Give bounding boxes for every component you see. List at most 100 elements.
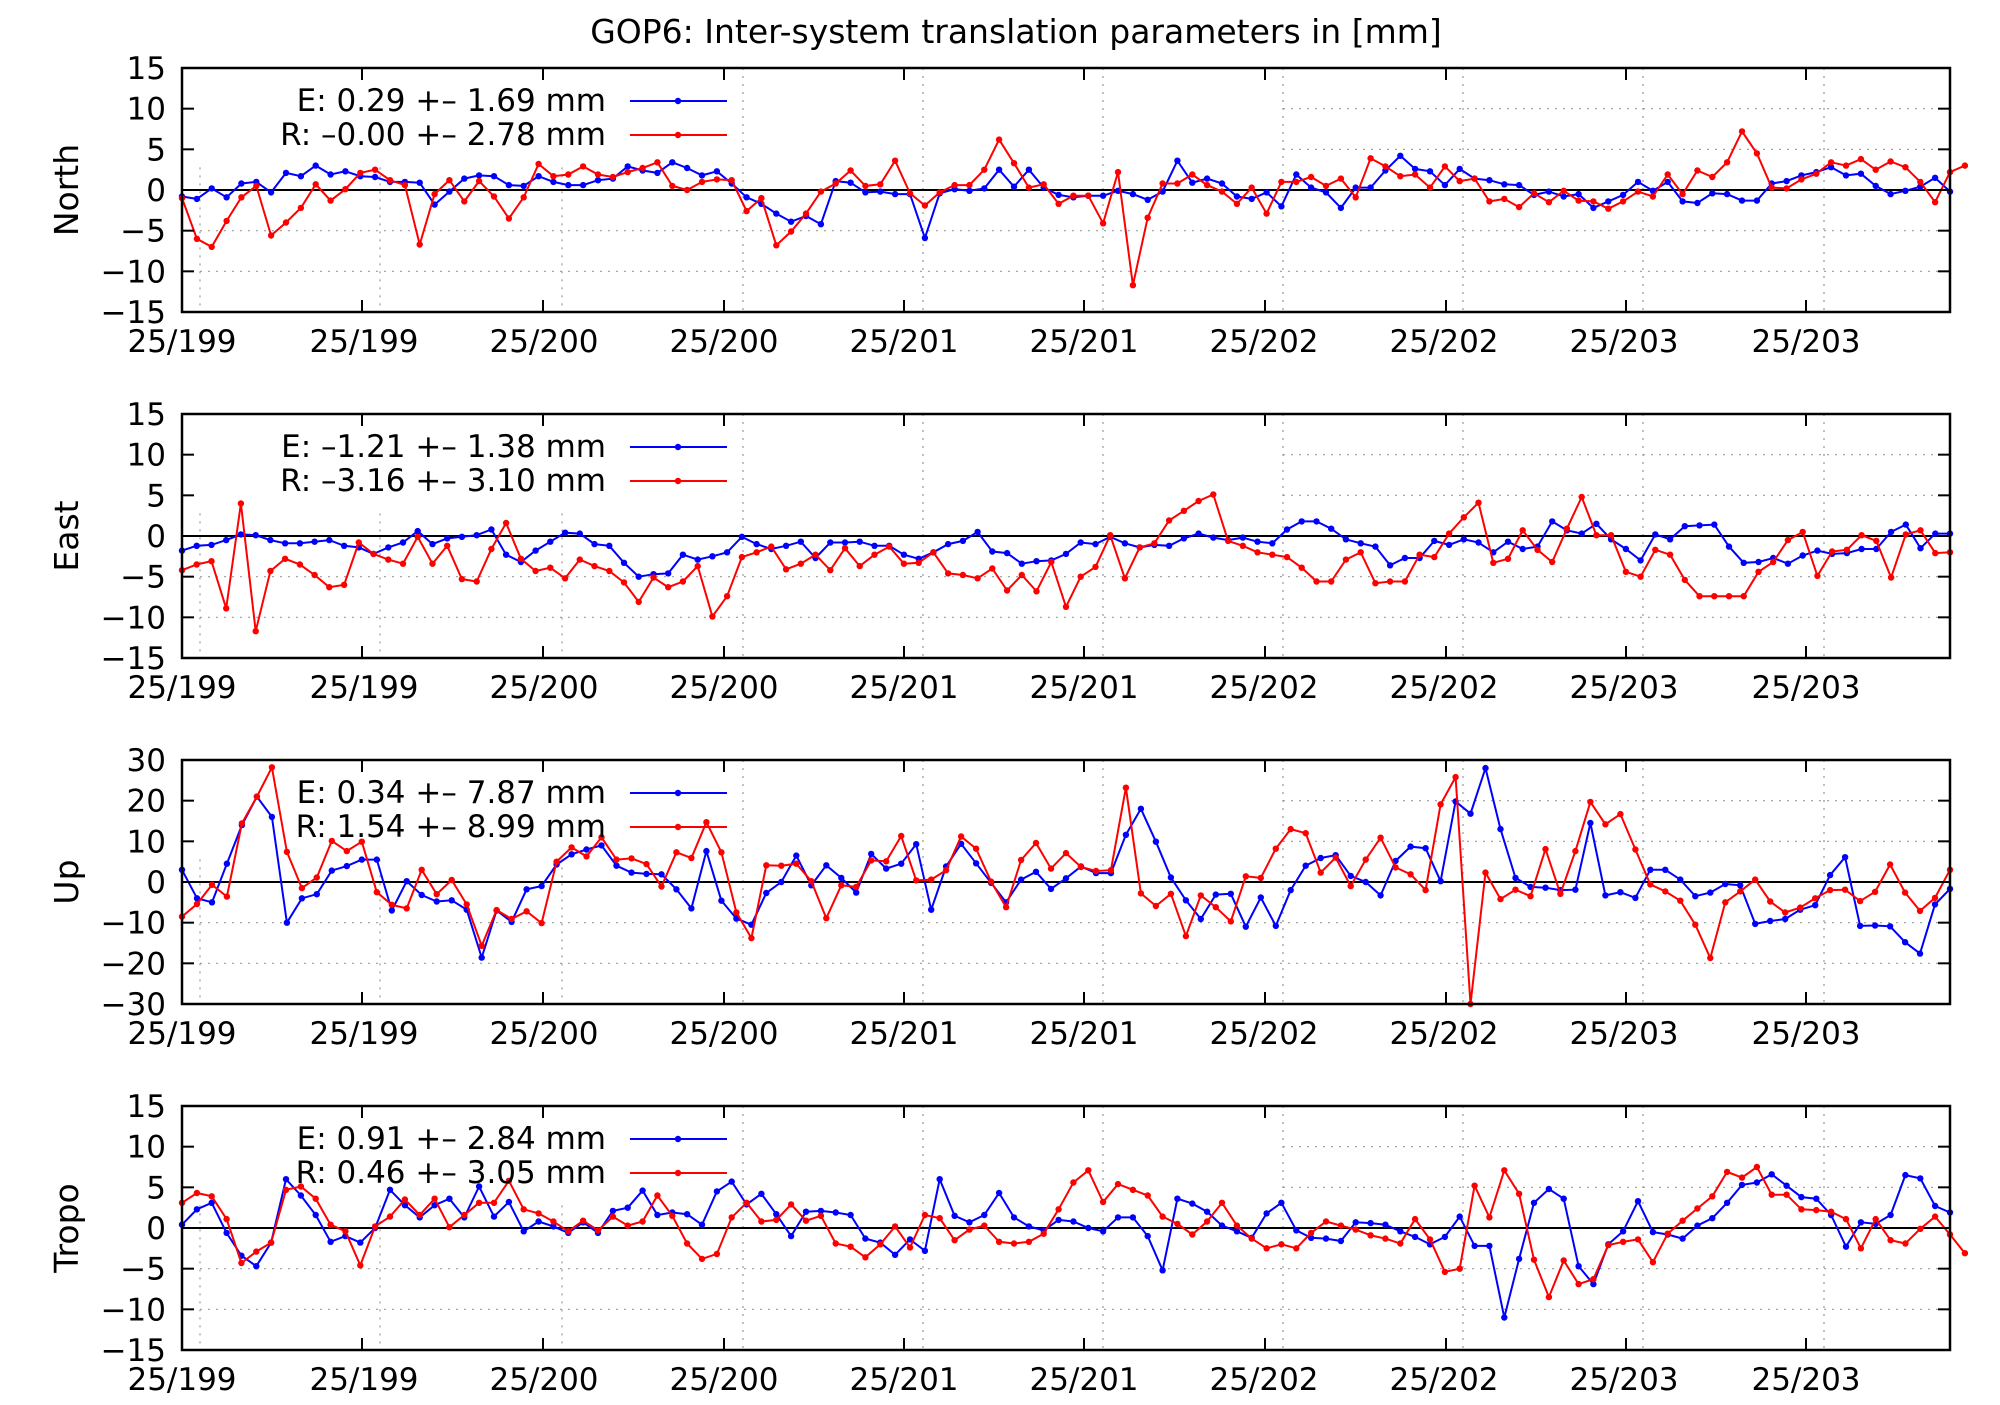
data-point-r [673, 849, 680, 856]
data-point-r [1692, 921, 1699, 928]
data-point-r [1519, 527, 1526, 534]
data-point-r [1218, 1199, 1226, 1207]
data-point-e [1099, 1228, 1107, 1235]
data-point-e [763, 889, 770, 897]
x-tick-label: 25/202 [1389, 670, 1498, 706]
data-point-r [253, 1248, 260, 1255]
data-point-r [1337, 1222, 1345, 1229]
data-point-e [1025, 1223, 1033, 1230]
data-point-r [517, 555, 525, 562]
data-point-r [773, 1216, 780, 1224]
data-point-e [1263, 189, 1270, 196]
data-point-r [312, 181, 319, 188]
data-point-r [1902, 164, 1909, 171]
data-point-e [841, 539, 849, 546]
data-point-r [733, 909, 740, 916]
data-point-r [1254, 549, 1261, 556]
data-point-r [683, 1240, 691, 1247]
x-tick-label: 25/200 [489, 670, 598, 706]
data-point-r [1367, 1232, 1374, 1239]
data-point-r [399, 560, 407, 567]
data-point-r [1322, 182, 1330, 190]
data-point-e [1242, 923, 1250, 930]
data-point-r [1887, 158, 1894, 165]
data-point-e [1902, 187, 1909, 194]
data-point-r [1828, 548, 1836, 555]
data-point-r [193, 561, 200, 568]
data-point-e [665, 570, 672, 577]
data-point-r [606, 567, 613, 575]
data-point-r [1887, 574, 1895, 581]
y-tick-label: −10 [101, 1292, 166, 1328]
data-point-e [313, 891, 320, 898]
data-point-e [547, 538, 554, 545]
data-point-e [1652, 531, 1659, 538]
y-tick-label: −30 [101, 987, 166, 1023]
data-point-r [193, 235, 201, 242]
legend-marker-e [674, 443, 682, 451]
data-point-r [1917, 1225, 1924, 1233]
data-point-r [403, 905, 410, 912]
data-point-e [1441, 1233, 1449, 1241]
data-point-r [193, 1189, 201, 1197]
data-point-r [448, 876, 455, 884]
data-point-r [1560, 1257, 1567, 1264]
data-point-r [1475, 499, 1482, 506]
data-point-e [1471, 1242, 1478, 1250]
data-point-e [267, 189, 275, 196]
data-point-r [1092, 867, 1100, 875]
data-point-e [868, 850, 875, 858]
data-point-r [1872, 1215, 1879, 1223]
data-point-e [328, 867, 335, 874]
data-point-r [532, 567, 539, 575]
data-point-r [862, 182, 869, 190]
y-tick-label: 10 [127, 438, 166, 474]
data-point-r [928, 876, 935, 883]
y-tick-label: 5 [146, 478, 166, 514]
data-point-e [654, 169, 661, 177]
data-point-r [1694, 1205, 1701, 1212]
data-point-r [1397, 1240, 1404, 1247]
y-axis-label: Tropo [47, 1183, 86, 1273]
data-point-r [1062, 849, 1070, 857]
data-point-r [1842, 1215, 1850, 1223]
data-point-r [342, 186, 349, 193]
data-point-r [475, 1199, 483, 1207]
data-point-r [1755, 568, 1762, 575]
data-point-e [1515, 181, 1523, 189]
data-point-r [444, 542, 451, 549]
data-point-r [342, 1228, 349, 1235]
data-point-e [488, 526, 495, 533]
data-point-r [488, 545, 495, 553]
data-point-r [1767, 898, 1774, 905]
data-point-e [694, 556, 701, 563]
x-tick-label: 25/200 [489, 324, 598, 360]
data-point-r [1572, 847, 1579, 855]
data-point-r [1165, 517, 1173, 524]
data-point-r [1768, 184, 1775, 191]
data-point-r [357, 1262, 364, 1269]
data-point-e [1352, 1219, 1359, 1226]
data-point-e [1753, 1179, 1761, 1186]
x-tick-label: 25/202 [1389, 1016, 1498, 1052]
data-point-r [787, 1201, 795, 1208]
data-point-r [1681, 576, 1689, 584]
data-point-r [679, 578, 687, 585]
data-point-e [1397, 1228, 1404, 1235]
data-point-r [748, 934, 755, 942]
data-point-e [1322, 189, 1330, 196]
data-point-r [1662, 888, 1669, 895]
data-point-r [431, 1195, 438, 1202]
data-point-e [223, 194, 230, 201]
data-point-e [523, 886, 530, 893]
y-tick-label: 10 [127, 1130, 166, 1166]
x-tick-label: 25/201 [849, 1362, 958, 1398]
data-point-e [1456, 165, 1463, 173]
data-point-r [1460, 514, 1468, 521]
data-point-r [1873, 537, 1880, 545]
data-point-r [1307, 173, 1315, 181]
data-point-r [758, 1218, 765, 1225]
data-point-r [900, 560, 908, 567]
data-point-r [370, 550, 377, 558]
